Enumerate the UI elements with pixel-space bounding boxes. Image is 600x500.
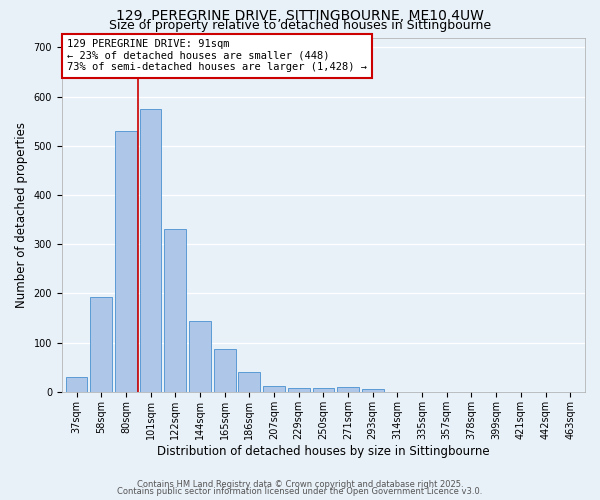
Text: Size of property relative to detached houses in Sittingbourne: Size of property relative to detached ho…: [109, 19, 491, 32]
Bar: [189, 320, 211, 392]
Bar: [313, 388, 334, 392]
Text: 129, PEREGRINE DRIVE, SITTINGBOURNE, ME10 4UW: 129, PEREGRINE DRIVE, SITTINGBOURNE, ME1…: [116, 9, 484, 23]
Bar: [164, 230, 186, 392]
Bar: [115, 131, 137, 392]
Y-axis label: Number of detached properties: Number of detached properties: [15, 122, 28, 308]
Bar: [214, 349, 236, 392]
Bar: [337, 387, 359, 392]
Bar: [263, 386, 285, 392]
Text: Contains public sector information licensed under the Open Government Licence v3: Contains public sector information licen…: [118, 487, 482, 496]
Bar: [238, 372, 260, 392]
Bar: [91, 297, 112, 392]
Bar: [66, 377, 88, 392]
Bar: [288, 388, 310, 392]
Bar: [362, 390, 383, 392]
Text: Contains HM Land Registry data © Crown copyright and database right 2025.: Contains HM Land Registry data © Crown c…: [137, 480, 463, 489]
Bar: [140, 109, 161, 392]
X-axis label: Distribution of detached houses by size in Sittingbourne: Distribution of detached houses by size …: [157, 444, 490, 458]
Text: 129 PEREGRINE DRIVE: 91sqm
← 23% of detached houses are smaller (448)
73% of sem: 129 PEREGRINE DRIVE: 91sqm ← 23% of deta…: [67, 40, 367, 72]
